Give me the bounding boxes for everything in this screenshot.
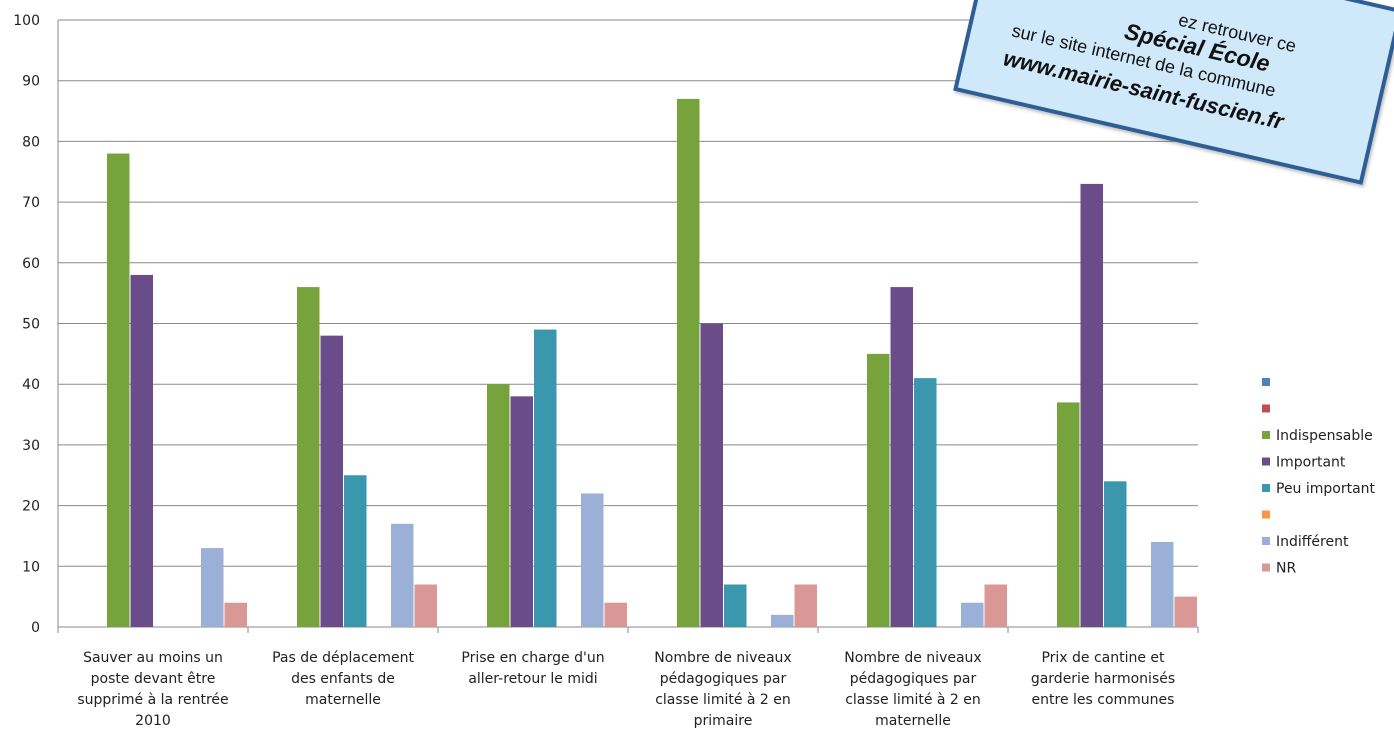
x-category-label: classe limité à 2 en <box>655 692 791 708</box>
y-tick-label: 10 <box>22 559 40 575</box>
legend-swatch <box>1262 510 1270 519</box>
legend-swatch <box>1262 431 1270 439</box>
bar <box>961 602 984 627</box>
x-category-label: supprimé à la rentrée <box>77 692 228 708</box>
x-category-label: entre les communes <box>1032 692 1175 708</box>
bar <box>130 274 153 627</box>
axes <box>57 20 1199 633</box>
bar <box>677 98 700 627</box>
bar <box>534 329 557 627</box>
bar <box>391 523 414 627</box>
legend-label: Important <box>1276 455 1346 471</box>
bar <box>320 335 343 627</box>
x-category-label: Prise en charge d'un <box>461 650 604 666</box>
legend-label: Indispensable <box>1276 428 1373 444</box>
y-tick-label: 100 <box>13 13 40 29</box>
y-tick-label: 30 <box>22 438 40 454</box>
x-category-label: Prix de cantine et <box>1041 650 1165 666</box>
y-tick-label: 20 <box>22 499 40 515</box>
category-labels: Sauver au moins un poste devant être suppr… <box>77 650 1175 729</box>
y-tick-label: 50 <box>22 317 40 333</box>
bar <box>724 584 747 627</box>
bar <box>581 493 604 627</box>
legend-swatch <box>1262 537 1270 545</box>
legend-label: Indifférent <box>1276 534 1349 550</box>
bar <box>700 323 723 627</box>
x-category-label: pédagogiques par <box>660 671 787 687</box>
bar <box>414 584 437 627</box>
bar <box>510 396 533 627</box>
y-tick-labels: 0 10 20 30 40 50 60 70 80 90 100 <box>13 13 40 636</box>
bar <box>604 602 627 627</box>
bar <box>1151 542 1174 627</box>
x-category-label: Sauver au moins un <box>83 650 223 666</box>
bar <box>297 287 320 627</box>
x-category-label: primaire <box>694 713 753 729</box>
y-tick-label: 0 <box>31 620 40 636</box>
bar <box>107 153 130 628</box>
y-tick-label: 80 <box>22 134 40 150</box>
bar <box>1174 596 1197 627</box>
bar <box>1104 481 1127 627</box>
bars <box>107 98 1197 628</box>
legend-swatch <box>1262 563 1270 572</box>
bar <box>201 548 224 627</box>
bar <box>1057 402 1080 627</box>
legend-label: NR <box>1276 561 1296 577</box>
x-category-label: poste devant être <box>91 671 216 687</box>
bar <box>867 353 890 627</box>
x-category-label: maternelle <box>305 692 381 708</box>
legend-swatch <box>1262 457 1270 466</box>
bar <box>344 475 367 627</box>
legend: Indispensable Important Peu important Indif… <box>1262 378 1376 577</box>
x-category-label: maternelle <box>875 713 951 729</box>
y-tick-label: 70 <box>22 195 40 211</box>
bar <box>771 614 794 627</box>
bar <box>487 384 510 627</box>
x-category-label: Nombre de niveaux <box>654 650 791 666</box>
bar <box>224 602 247 627</box>
x-category-label: des enfants de <box>291 671 395 687</box>
x-category-label: pédagogiques par <box>850 671 977 687</box>
y-tick-label: 60 <box>22 256 40 272</box>
legend-swatch <box>1262 404 1270 413</box>
y-tick-label: 90 <box>22 74 40 90</box>
x-category-label: 2010 <box>135 713 171 729</box>
x-category-label: garderie harmonisés <box>1031 671 1175 687</box>
bar <box>794 584 817 627</box>
x-category-label: Nombre de niveaux <box>844 650 981 666</box>
bar <box>914 378 937 627</box>
x-category-label: Pas de déplacement <box>272 650 414 666</box>
x-category-label: classe limité à 2 en <box>845 692 981 708</box>
legend-swatch <box>1262 378 1270 386</box>
bar <box>984 584 1007 627</box>
bar <box>1080 183 1103 627</box>
legend-swatch <box>1262 484 1270 492</box>
bar <box>890 287 913 627</box>
legend-label: Peu important <box>1276 481 1376 497</box>
x-category-label: aller-retour le midi <box>468 671 597 687</box>
y-tick-label: 40 <box>22 377 40 393</box>
